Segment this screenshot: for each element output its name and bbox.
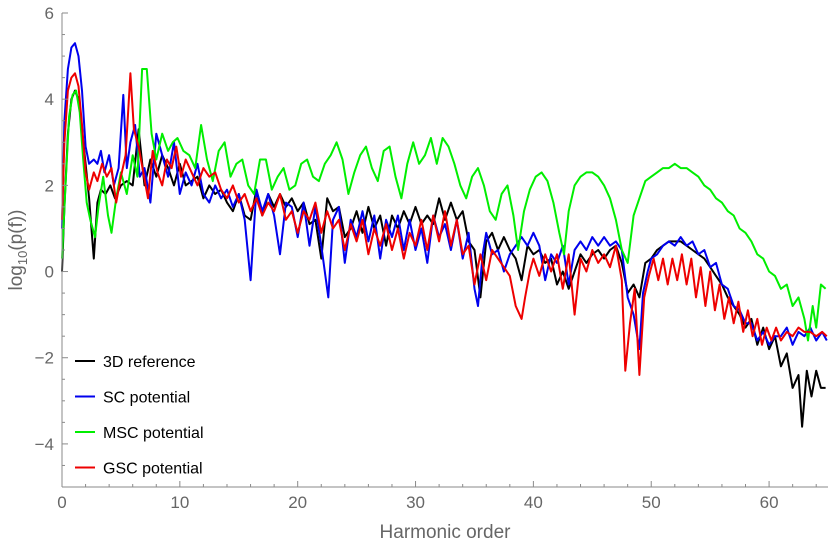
y-axis-title: log10(p(f)) <box>6 210 30 291</box>
series-lines <box>61 42 828 428</box>
legend-label-4: GSC potential <box>103 461 203 478</box>
series-line-3 <box>61 68 827 342</box>
x-tick-label: 30 <box>406 493 425 512</box>
series-line-2 <box>61 42 828 351</box>
series-line-4 <box>61 72 828 376</box>
x-tick-label: 20 <box>288 493 307 512</box>
legend-label-1: 3D reference <box>103 354 196 371</box>
y-tick-label: 6 <box>45 4 54 23</box>
x-tick-label: 10 <box>170 493 189 512</box>
x-tick-label: 60 <box>760 493 779 512</box>
legend: 3D reference SC potential MSC potential GSC… <box>75 354 204 478</box>
y-tick-label: −2 <box>35 349 54 368</box>
y-tick-label: 2 <box>45 176 54 195</box>
legend-label-2: SC potential <box>103 390 190 407</box>
x-tick-label: 0 <box>57 493 66 512</box>
x-tick-label: 50 <box>642 493 661 512</box>
x-axis-title: Harmonic order <box>380 522 512 543</box>
y-tick-label: 0 <box>45 263 54 282</box>
legend-label-3: MSC potential <box>103 425 204 442</box>
x-ticks: 0 10 20 30 40 50 60 <box>57 481 817 512</box>
y-ticks: −4 −2 0 2 4 6 <box>35 4 68 466</box>
x-tick-label: 40 <box>524 493 543 512</box>
y-tick-label: 4 <box>45 90 54 109</box>
axes <box>61 13 828 488</box>
y-tick-label: −4 <box>35 435 54 454</box>
